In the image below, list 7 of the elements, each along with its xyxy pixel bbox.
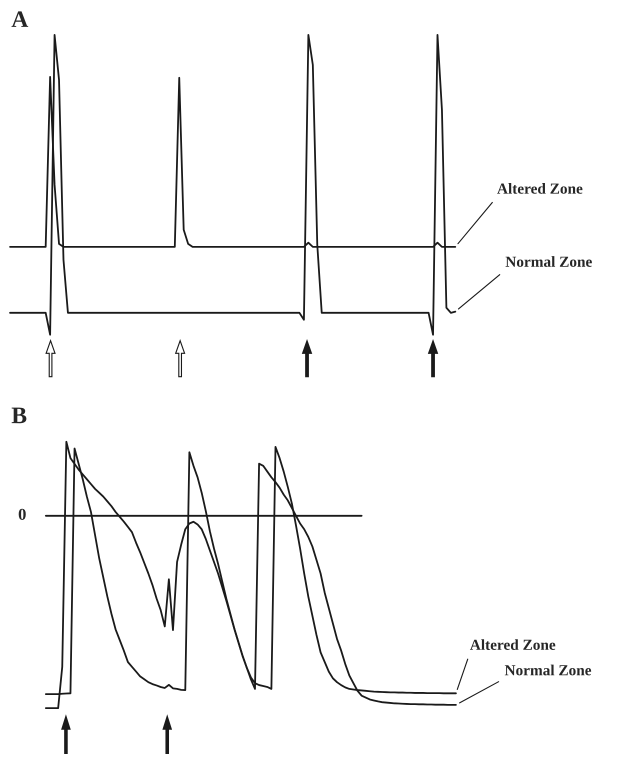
text: Altered Zone [470, 639, 556, 650]
chart-title: B [12, 408, 26, 424]
ref-line-label: 0 [18, 508, 26, 520]
chart-title: A [12, 11, 28, 27]
text: Normal Zone [506, 256, 592, 267]
text: Normal Zone [504, 664, 592, 676]
text: Altered Zone [497, 183, 582, 194]
